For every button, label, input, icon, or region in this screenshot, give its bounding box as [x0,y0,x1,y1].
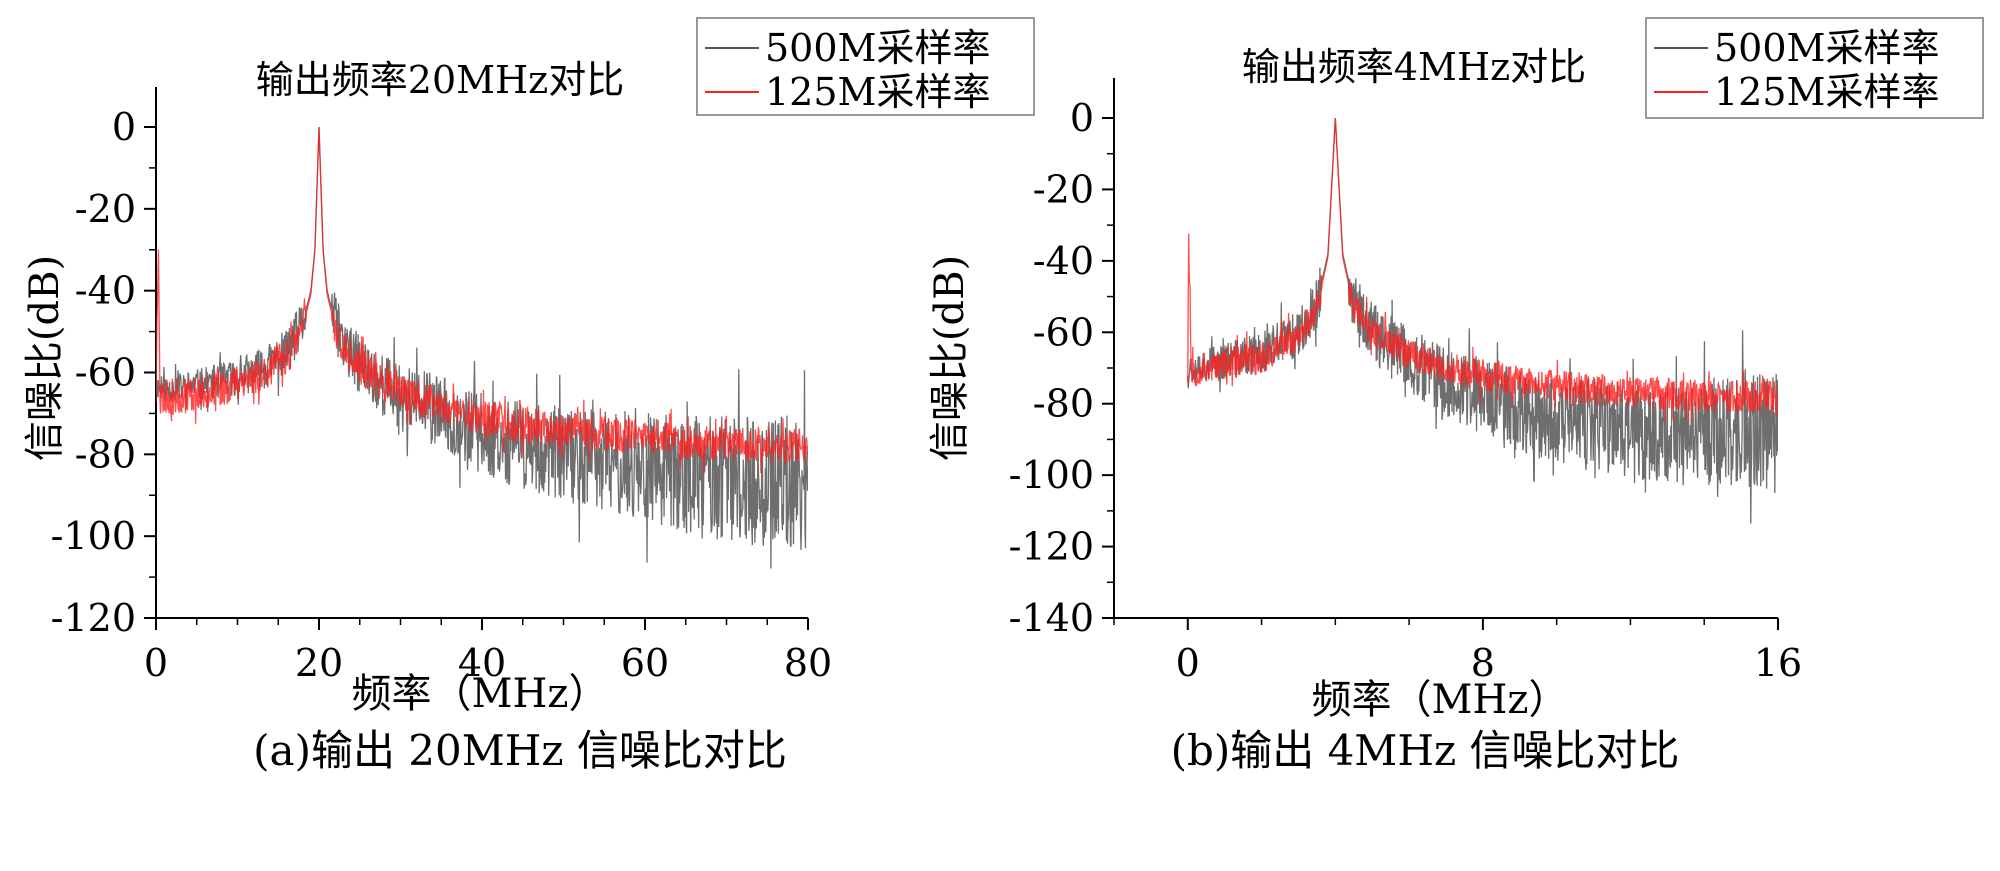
y-tick-label: -100 [1009,453,1094,497]
x-axis-title: 频率（MHz） [352,671,609,717]
series-line-125m [156,126,808,474]
y-tick-label: -100 [51,514,136,558]
legend-label: 125M采样率 [765,70,990,114]
legend-box [696,17,1035,116]
y-tick-label: 0 [112,105,136,149]
y-tick-label: -60 [75,351,136,395]
series-line-125m [1187,117,1778,423]
legend-label: 500M采样率 [765,26,990,70]
y-tick-label: -120 [51,596,136,640]
panel-b-chart: 0 -20 -40 -60 -80 -100 -120 -140 0 8 16 500M采样率125M… [927,17,1984,775]
x-tick-label: 16 [1754,641,1802,685]
x-axis-title: 频率（MHz） [1312,677,1569,723]
x-tick-label: 0 [1176,641,1200,685]
x-tick-label: 60 [621,641,669,685]
x-tick-label: 20 [295,641,343,685]
y-tick-label: -60 [1033,310,1094,354]
x-tick-label: 80 [784,641,832,685]
x-tick-label: 0 [144,641,168,685]
y-axis-title: 信噪比(dB) [22,255,68,461]
y-tick-label: -140 [1009,596,1094,640]
series-line-500m [1187,117,1778,524]
y-tick-label: -20 [75,187,136,231]
panel-caption: (a)输出 20MHz 信噪比对比 [253,726,787,775]
plot-area [156,126,808,569]
y-tick-label: -40 [75,269,136,313]
y-tick-label: 0 [1070,96,1094,140]
y-tick-label: -40 [1033,239,1094,283]
legend-box [1645,17,1984,119]
y-tick-label: -20 [1033,167,1094,211]
plot-area [1187,117,1778,524]
y-tick-label: -120 [1009,525,1094,569]
panel-caption: (b)输出 4MHz 信噪比对比 [1171,726,1680,775]
legend-label: 125M采样率 [1714,70,1939,114]
y-tick-label: -80 [1033,382,1094,426]
chart-title: 输出频率20MHz对比 [256,58,624,102]
chart-title: 输出频率4MHz对比 [1242,45,1586,89]
y-axis-title: 信噪比(dB) [927,255,973,461]
x-tick-label: 8 [1471,641,1495,685]
legend-label: 500M采样率 [1714,26,1939,70]
y-tick-label: -80 [75,432,136,476]
x-tick-label: 40 [458,641,506,685]
series-line-500m [156,126,808,569]
